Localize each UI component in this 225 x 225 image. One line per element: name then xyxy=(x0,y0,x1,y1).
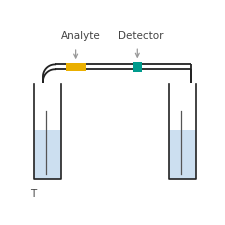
Text: T: T xyxy=(30,189,36,198)
Text: Detector: Detector xyxy=(118,31,163,41)
Bar xyxy=(133,62,142,72)
Bar xyxy=(34,130,61,180)
Bar xyxy=(66,63,86,71)
Text: Analyte: Analyte xyxy=(61,31,100,41)
Bar xyxy=(169,130,196,180)
